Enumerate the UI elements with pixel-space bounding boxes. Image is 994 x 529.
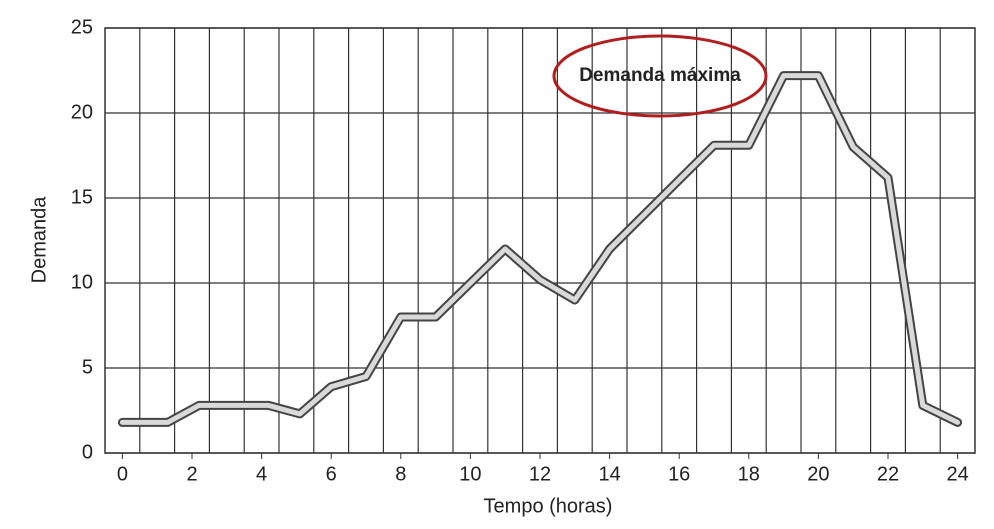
y-tick-label: 5: [82, 356, 93, 378]
y-tick-label: 20: [71, 101, 93, 123]
x-tick-label: 8: [395, 463, 406, 485]
data-line: [119, 73, 961, 425]
x-tick-label: 6: [326, 463, 337, 485]
plot-area: [104, 27, 976, 454]
x-tick-label: 24: [946, 463, 968, 485]
x-tick-label: 22: [877, 463, 899, 485]
data-line-outline: [117, 71, 963, 427]
x-tick-label: 20: [807, 463, 829, 485]
x-axis-label: Tempo (horas): [484, 495, 613, 517]
annotation-ellipse: [552, 34, 768, 118]
x-tick-label: 2: [186, 463, 197, 485]
x-tick-label: 0: [117, 463, 128, 485]
x-tick-label: 16: [668, 463, 690, 485]
x-tick-label: 10: [459, 463, 481, 485]
x-tick-label: 18: [738, 463, 760, 485]
y-tick-label: 0: [82, 441, 93, 463]
y-axis-label: Demanda: [28, 196, 50, 284]
x-tick-label: 4: [256, 463, 267, 485]
x-tick-label: 12: [529, 463, 551, 485]
y-tick-label: 25: [71, 16, 93, 38]
y-tick-label: 10: [71, 271, 93, 293]
annotation: Demanda máxima: [579, 65, 741, 86]
x-tick-label: 14: [598, 463, 620, 485]
y-tick-label: 15: [71, 186, 93, 208]
